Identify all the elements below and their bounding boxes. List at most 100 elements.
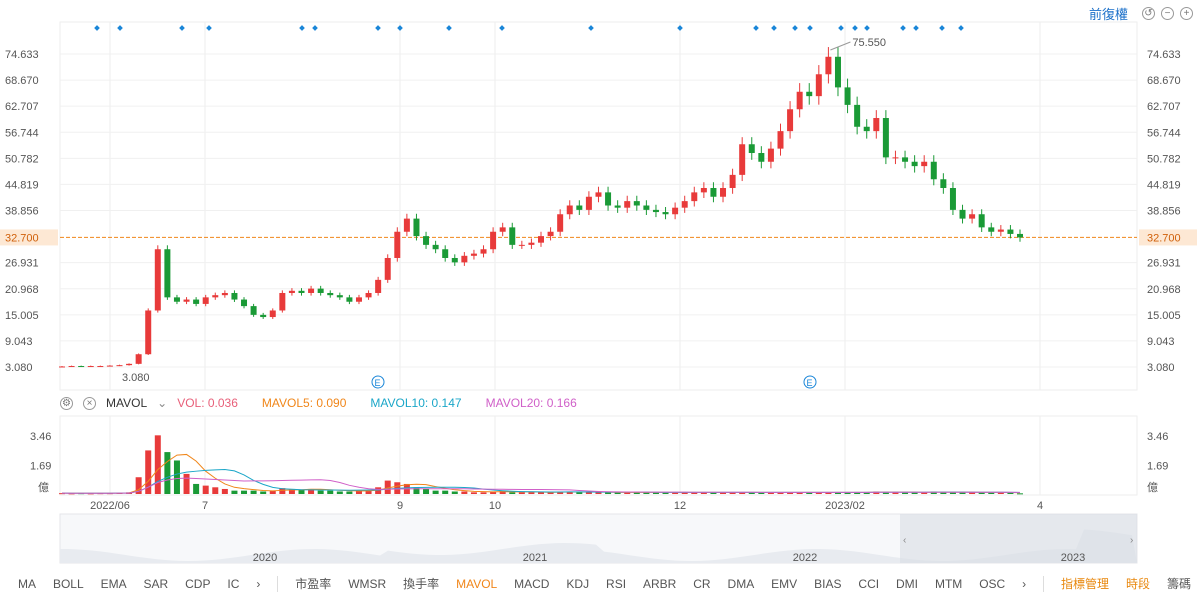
volume-bar bbox=[614, 492, 621, 494]
candle bbox=[221, 292, 228, 296]
volume-bar bbox=[145, 450, 152, 494]
event-marker bbox=[397, 25, 403, 31]
x-tick: 2023/02 bbox=[825, 500, 865, 512]
volume-bar bbox=[221, 488, 228, 494]
event-marker bbox=[179, 25, 185, 31]
volume-bar bbox=[700, 492, 707, 494]
tab-rsi[interactable]: RSI bbox=[606, 576, 627, 591]
zoom-out-icon[interactable]: − bbox=[1161, 7, 1174, 20]
candle bbox=[767, 148, 774, 162]
volume-bar bbox=[269, 490, 276, 494]
current-price-right: 32.700 bbox=[1147, 232, 1181, 244]
manage-indicators-button[interactable]: 指標管理 bbox=[1061, 577, 1110, 591]
tab-mtm[interactable]: MTM bbox=[934, 576, 963, 591]
candle bbox=[298, 290, 305, 293]
candle bbox=[126, 363, 133, 366]
indicator-tabs: MA BOLL EMA SAR CDP IC › 市盈率 WMSR 換手率 MAVOL MACD KDJ… bbox=[0, 575, 1197, 592]
event-marker bbox=[958, 25, 964, 31]
tab-arbr[interactable]: ARBR bbox=[642, 576, 677, 591]
tab-ic[interactable]: IC bbox=[227, 576, 240, 591]
chevron-down-icon[interactable]: ⌄ bbox=[157, 396, 168, 410]
price-tick-right: 74.633 bbox=[1147, 49, 1181, 61]
volume-bar bbox=[499, 490, 506, 494]
tab-boll[interactable]: BOLL bbox=[52, 576, 84, 591]
close-icon[interactable]: × bbox=[83, 396, 96, 410]
volume-bar bbox=[470, 492, 477, 494]
candle bbox=[413, 218, 420, 237]
candle bbox=[375, 279, 382, 293]
candle bbox=[940, 179, 947, 189]
volume-bar bbox=[365, 489, 372, 494]
event-marker bbox=[753, 25, 759, 31]
tab-osc[interactable]: OSC bbox=[979, 576, 1006, 591]
event-marker bbox=[588, 25, 594, 31]
candle bbox=[442, 249, 449, 258]
volume-bar bbox=[566, 491, 573, 494]
tab-ma[interactable]: MA bbox=[18, 576, 36, 591]
settings-icon[interactable]: ⚙ bbox=[60, 396, 73, 410]
candle bbox=[269, 310, 276, 318]
candle bbox=[720, 188, 727, 197]
volume-tick-left: 1.69 bbox=[30, 461, 51, 473]
tab-kdj[interactable]: KDJ bbox=[566, 576, 590, 591]
volume-bar bbox=[423, 488, 430, 494]
tab-市盈率[interactable]: 市盈率 bbox=[295, 577, 332, 591]
candle bbox=[490, 231, 497, 250]
tab-sar[interactable]: SAR bbox=[143, 576, 169, 591]
tab-ema[interactable]: EMA bbox=[100, 576, 127, 591]
candle bbox=[978, 214, 985, 228]
candle bbox=[394, 231, 401, 258]
tab-換手率[interactable]: 換手率 bbox=[403, 577, 440, 591]
candle bbox=[672, 207, 679, 215]
price-adjust-toggle[interactable]: 前復權 bbox=[1088, 7, 1128, 22]
tab-dma[interactable]: DMA bbox=[727, 576, 755, 591]
event-marker bbox=[771, 25, 777, 31]
volume-bar bbox=[605, 492, 612, 494]
candle bbox=[959, 209, 966, 219]
tab-cdp[interactable]: CDP bbox=[185, 576, 211, 591]
volume-panel bbox=[59, 415, 1138, 496]
mavol20-line bbox=[61, 477, 1021, 494]
candle bbox=[461, 255, 468, 263]
candle bbox=[662, 212, 669, 215]
volume-bar bbox=[787, 492, 794, 494]
candle bbox=[557, 214, 564, 232]
candle bbox=[78, 366, 85, 368]
tab-macd[interactable]: MACD bbox=[514, 576, 550, 591]
volume-bar bbox=[585, 492, 592, 494]
event-marker bbox=[117, 25, 123, 31]
navigator-handle-right: › bbox=[1130, 535, 1133, 546]
candle bbox=[183, 299, 190, 302]
volume-bar bbox=[643, 492, 650, 494]
indicator-name[interactable]: MAVOL bbox=[106, 396, 148, 410]
tab-mavol[interactable]: MAVOL bbox=[456, 576, 498, 591]
volume-bar bbox=[260, 491, 267, 494]
stock-chart[interactable]: 74.633 74.633 68.670 68.670 62.707 62.707 56.7… bbox=[0, 0, 1197, 570]
chevron-right-icon[interactable]: › bbox=[1022, 576, 1027, 591]
candle bbox=[700, 188, 707, 193]
tab-bias[interactable]: BIAS bbox=[814, 576, 842, 591]
tab-cci[interactable]: CCI bbox=[858, 576, 880, 591]
volume-bar bbox=[834, 492, 841, 494]
volume-bar bbox=[528, 492, 535, 494]
chevron-right-icon[interactable]: › bbox=[256, 576, 261, 591]
candle bbox=[997, 229, 1004, 232]
navigator-area bbox=[60, 529, 1137, 563]
tab-wmsr[interactable]: WMSR bbox=[348, 576, 387, 591]
volume-bar bbox=[767, 492, 774, 494]
period-button[interactable]: 時段 bbox=[1126, 577, 1151, 591]
undo-icon[interactable]: ↺ bbox=[1142, 7, 1155, 20]
x-tick: 12 bbox=[674, 500, 686, 512]
volume-bar bbox=[154, 435, 161, 494]
zoom-in-icon[interactable]: + bbox=[1180, 7, 1193, 20]
tab-emv[interactable]: EMV bbox=[771, 576, 798, 591]
tab-dmi[interactable]: DMI bbox=[896, 576, 919, 591]
price-tick-right: 68.670 bbox=[1147, 75, 1181, 87]
price-tick-right: 20.968 bbox=[1147, 284, 1181, 296]
candle bbox=[873, 118, 880, 132]
candle bbox=[384, 257, 391, 280]
candle bbox=[806, 91, 813, 97]
tab-cr[interactable]: CR bbox=[693, 576, 711, 591]
navigator-label: 2021 bbox=[523, 552, 547, 564]
chips-button[interactable]: 籌碼 bbox=[1166, 577, 1191, 591]
